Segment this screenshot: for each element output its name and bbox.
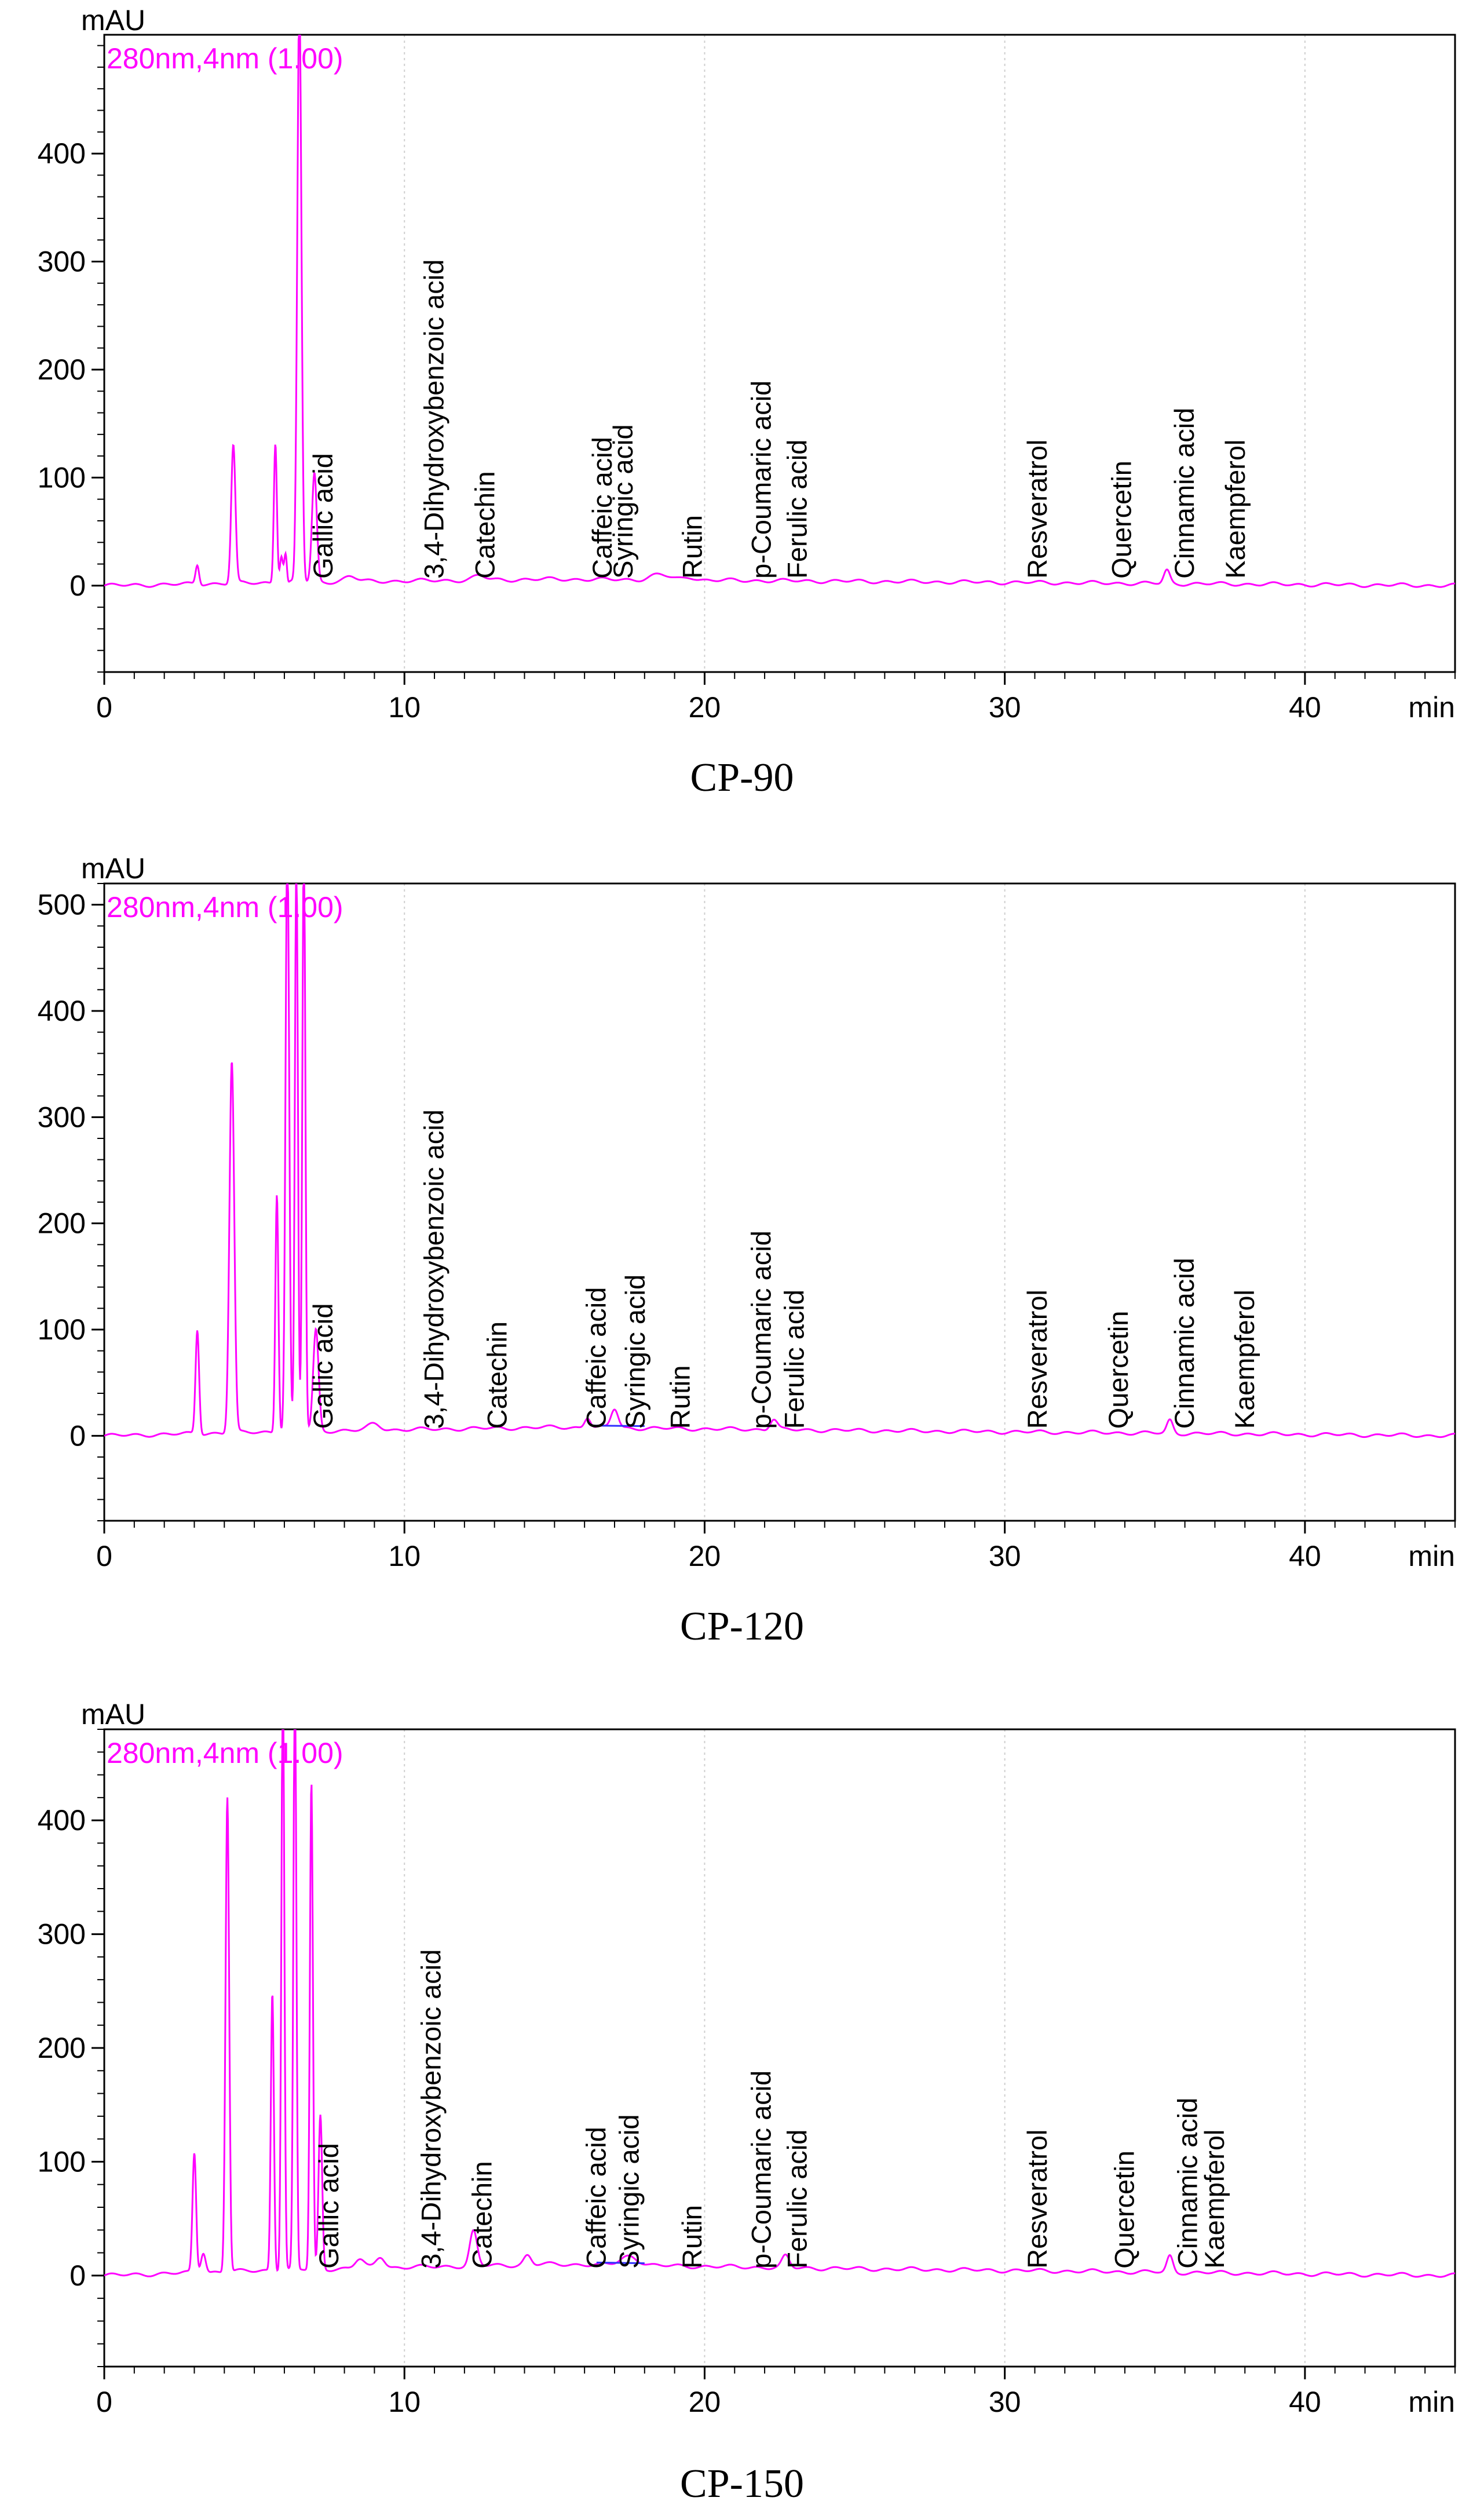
x-tick-label: 10 [388, 1540, 421, 1572]
y-tick-label: 500 [38, 889, 86, 921]
x-axis-unit-label: min [1408, 2386, 1455, 2418]
y-tick-label: 100 [38, 461, 86, 494]
peak-label: Gallic acid [313, 2143, 344, 2269]
y-tick-label: 0 [70, 1419, 86, 1452]
y-tick-label: 200 [38, 353, 86, 386]
chromatogram-trace [104, 1729, 1455, 2278]
x-tick-label: 20 [689, 691, 721, 724]
x-tick-label: 30 [989, 2386, 1021, 2418]
peak-label: Rutin [677, 515, 707, 579]
peak-label: 3,4-Dihydroxybenzoic acid [419, 260, 449, 579]
peak-label: Caffeic acid [580, 1287, 611, 1429]
x-tick-label: 0 [96, 1540, 112, 1572]
peak-label: Cinnamic acid [1169, 408, 1200, 579]
peak-label: 3,4-Dihydroxybenzoic acid [419, 1109, 449, 1429]
x-tick-label: 30 [989, 691, 1021, 724]
peak-label: Gallic acid [308, 453, 338, 579]
y-axis-unit-label: mAU [81, 1698, 145, 1730]
y-tick-label: 100 [38, 1313, 86, 1346]
peak-label: Kaempferol [1229, 1290, 1260, 1429]
peak-label: Caffeic acid [587, 437, 617, 579]
peak-label: Rutin [665, 1365, 696, 1429]
y-axis-unit-label: mAU [81, 852, 145, 885]
x-tick-label: 20 [689, 1540, 721, 1572]
peak-label: Quercetin [1106, 461, 1136, 579]
peak-label: p-Coumaric acid [745, 2071, 776, 2269]
x-tick-label: 40 [1289, 2386, 1321, 2418]
peak-label: Ferulic acid [782, 440, 813, 579]
peak-label: Catechin [467, 2161, 498, 2269]
detector-wavelength-label: 280nm,4nm (1.00) [107, 891, 343, 923]
peak-label: Cinnamic acid [1169, 1258, 1200, 1429]
y-tick-label: 0 [70, 2259, 86, 2292]
x-tick-label: 20 [689, 2386, 721, 2418]
y-tick-label: 200 [38, 2032, 86, 2064]
chart-caption: CP-120 [680, 1604, 804, 1649]
peak-label: 3,4-Dihydroxybenzoic acid [415, 1949, 446, 2269]
y-tick-label: 300 [38, 1101, 86, 1133]
peak-label: Kaempferol [1220, 439, 1251, 578]
peak-label: Rutin [677, 2205, 707, 2269]
peak-label: Caffeic acid [580, 2127, 611, 2269]
peak-label: Kaempferol [1199, 2129, 1230, 2268]
peak-label: Cinnamic acid [1172, 2098, 1202, 2269]
chart-panel-2: 0 10 20 30 400100200300400500mAUmin280nm,4nm… [38, 852, 1456, 1649]
x-tick-label: 40 [1289, 691, 1321, 724]
x-tick-label: 30 [989, 1540, 1021, 1572]
y-axis-unit-label: mAU [81, 4, 145, 36]
x-tick-label: 0 [96, 691, 112, 724]
x-tick-label: 40 [1289, 1540, 1321, 1572]
y-tick-label: 400 [38, 137, 86, 170]
peak-label: Gallic acid [308, 1304, 338, 1429]
peak-label: Ferulic acid [778, 1290, 809, 1429]
y-tick-label: 0 [70, 569, 86, 602]
detector-wavelength-label: 280nm,4nm (1.00) [107, 42, 343, 75]
x-tick-label: 0 [96, 2386, 112, 2418]
peak-label: Catechin [470, 471, 500, 579]
peak-label: Resveratrol [1022, 2130, 1052, 2269]
chromatogram-trace [104, 35, 1455, 588]
peak-label: p-Coumaric acid [745, 381, 776, 579]
y-tick-label: 200 [38, 1207, 86, 1240]
y-tick-label: 400 [38, 1804, 86, 1836]
integration-baseline [596, 2261, 645, 2265]
peak-label: Catechin [481, 1321, 512, 1429]
detector-wavelength-label: 280nm,4nm (1.00) [107, 1737, 343, 1769]
peak-label: Syringic acid [620, 1275, 650, 1429]
x-axis-unit-label: min [1408, 691, 1455, 724]
peak-label: Syringic acid [608, 424, 638, 578]
y-tick-label: 100 [38, 2145, 86, 2178]
y-tick-label: 400 [38, 995, 86, 1027]
x-tick-label: 10 [388, 691, 421, 724]
peak-label: p-Coumaric acid [745, 1231, 776, 1429]
peak-label: Quercetin [1109, 2150, 1140, 2269]
chromatogram-trace [104, 883, 1455, 1438]
plot-frame [103, 34, 1456, 673]
peak-label: Syringic acid [613, 2114, 644, 2268]
peak-label: Quercetin [1103, 1311, 1134, 1429]
plot-frame [103, 1728, 1456, 2368]
y-tick-label: 300 [38, 1918, 86, 1951]
y-tick-label: 300 [38, 246, 86, 278]
peak-label: Ferulic acid [782, 2130, 813, 2269]
peak-label: Resveratrol [1022, 440, 1052, 579]
x-axis-unit-label: min [1408, 1540, 1455, 1572]
peak-label: Resveratrol [1022, 1290, 1052, 1429]
chart-caption: CP-90 [690, 755, 794, 800]
chart-caption: CP-150 [680, 2462, 804, 2506]
x-tick-label: 10 [388, 2386, 421, 2418]
